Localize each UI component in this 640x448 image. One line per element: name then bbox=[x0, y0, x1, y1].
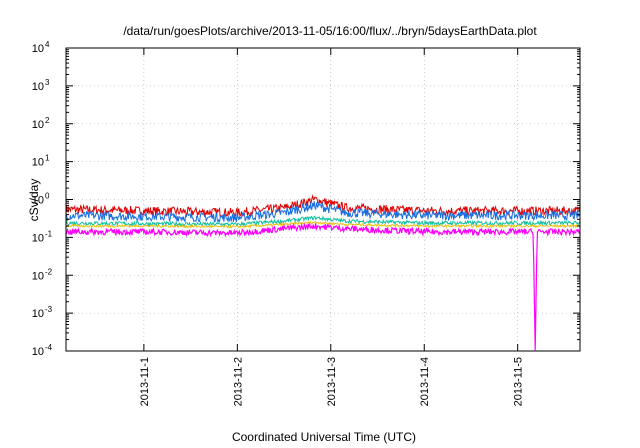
x-tick-label: 2013-11-3 bbox=[326, 357, 338, 406]
y-tick-exponent: 1 bbox=[45, 154, 50, 163]
series-line bbox=[65, 194, 581, 219]
y-tick-label: 10 bbox=[32, 308, 44, 320]
y-tick-exponent: 2 bbox=[45, 116, 50, 125]
y-tick-label: 10 bbox=[32, 232, 44, 244]
y-tick-label: 10 bbox=[32, 270, 44, 282]
y-tick-label: 10 bbox=[32, 157, 44, 169]
chart-title: /data/run/goesPlots/archive/2013-11-05/1… bbox=[123, 24, 537, 38]
y-tick-exponent: 0 bbox=[45, 192, 50, 201]
y-tick-label: 10 bbox=[32, 43, 44, 55]
x-tick-label: 2013-11-4 bbox=[419, 357, 431, 406]
x-tick-label: 2013-11-1 bbox=[139, 357, 151, 406]
grid bbox=[66, 48, 580, 351]
y-tick-exponent: -3 bbox=[45, 305, 53, 314]
y-tick-label: 10 bbox=[32, 119, 44, 131]
series-line bbox=[65, 222, 581, 351]
series-line bbox=[65, 220, 581, 229]
x-axis-label: Coordinated Universal Time (UTC) bbox=[232, 430, 416, 444]
x-tick-label: 2013-11-5 bbox=[513, 357, 525, 406]
y-tick-label: 10 bbox=[32, 195, 44, 207]
y-tick-exponent: -4 bbox=[45, 343, 53, 352]
series-group bbox=[65, 194, 581, 351]
x-tick-label: 2013-11-2 bbox=[232, 357, 244, 406]
y-tick-exponent: 4 bbox=[45, 40, 50, 49]
y-tick-label: 10 bbox=[32, 346, 44, 358]
y-tick-exponent: 3 bbox=[45, 78, 50, 87]
y-tick-exponent: -1 bbox=[45, 229, 53, 238]
y-tick-label: 10 bbox=[32, 81, 44, 93]
y-axis-label: cSv/day bbox=[27, 179, 41, 222]
y-tick-exponent: -2 bbox=[45, 267, 53, 276]
series-line bbox=[65, 201, 581, 224]
